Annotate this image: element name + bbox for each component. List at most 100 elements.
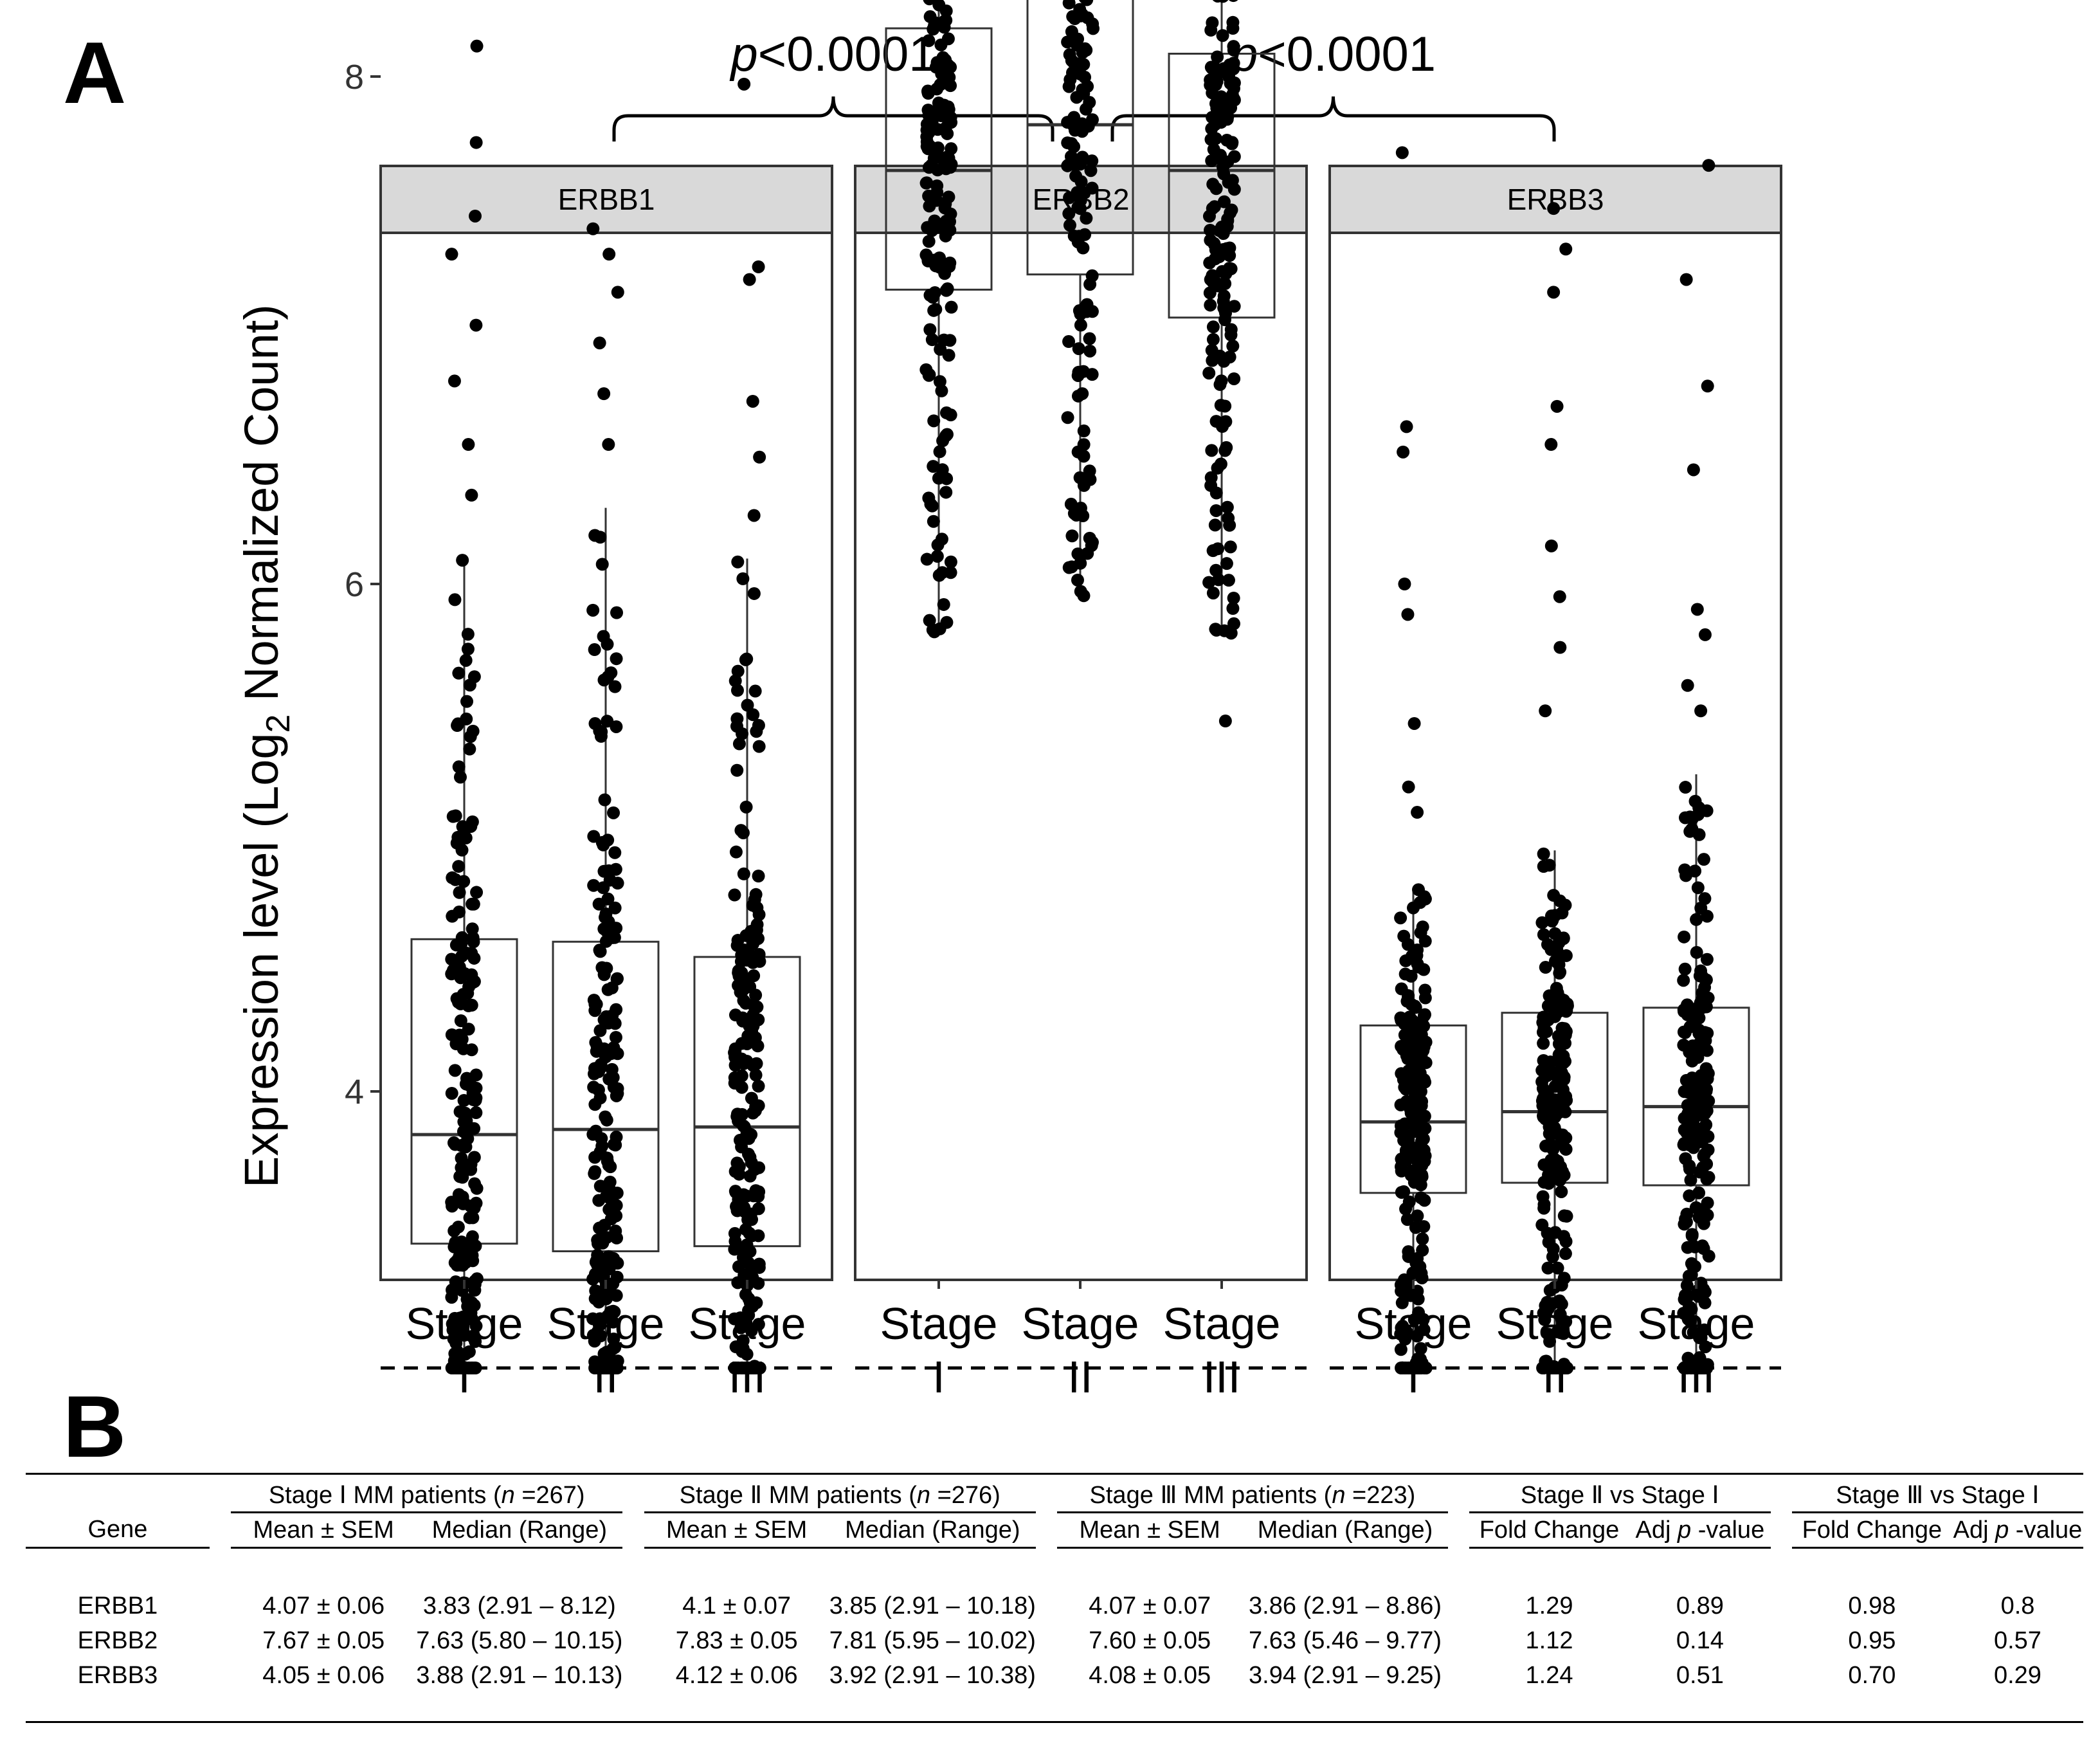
data-point [1691,881,1705,895]
box-erbb3-stage-i [1359,146,1467,1375]
data-point [1224,323,1238,336]
data-point [1541,1261,1555,1275]
data-point [1081,80,1094,93]
data-point [1209,182,1223,196]
data-point [934,343,947,356]
data-point [1216,29,1229,42]
x-tick-label-numeral: III [729,1352,766,1402]
data-point [1220,113,1234,126]
data-point [1559,1315,1572,1329]
data-point [942,190,955,204]
data-point [1412,1353,1426,1366]
data-point [743,273,756,286]
data-point [1400,1326,1413,1339]
data-point [449,958,462,971]
data-point [453,1170,467,1183]
data-point [449,938,463,952]
jitter-points [1394,146,1433,1375]
data-point [1395,1361,1409,1374]
data-point [1678,962,1692,976]
data-point [1208,200,1221,214]
data-point [920,176,934,190]
data-point [1418,991,1432,1005]
data-point [1206,354,1219,367]
data-point [1215,374,1228,388]
data-point [609,1030,622,1044]
x-tick-label: Stage [1496,1299,1614,1349]
data-point [589,1255,602,1269]
data-point [747,587,761,600]
data-point [747,1189,760,1203]
data-point [1537,1053,1550,1067]
data-point [1699,1062,1713,1075]
data-point [1545,915,1559,928]
data-point [920,552,934,566]
data-point [459,653,473,667]
cell-gene: ERBB1 [77,1592,158,1619]
data-point [1208,68,1222,82]
data-point [752,718,765,732]
data-point [602,438,615,451]
data-point [462,999,475,1012]
data-point [1395,1296,1409,1309]
data-point [588,717,602,731]
data-point [1220,441,1233,454]
data-point [1228,0,1238,3]
data-point [607,1252,620,1265]
data-point [1227,372,1241,385]
data-point [1078,42,1092,55]
data-point [1402,780,1415,794]
data-point [736,572,750,585]
table-group-header-row: Stage Ⅰ MM patients (n =267) Stage Ⅱ MM … [26,1478,2083,1513]
data-point [736,1334,750,1347]
data-point [610,1130,623,1144]
cell-s2-median: 3.92 (2.91 – 10.38) [829,1661,1036,1689]
data-point [467,1122,481,1135]
data-point [930,186,944,199]
data-point [1398,1080,1411,1094]
data-point [1062,207,1076,221]
facet-erbb2: ERBB2StageIStageIIStageIII [854,0,1308,1402]
data-point [452,760,466,774]
significance-brackets: p<0.0001 p<0.0001 [612,27,1556,141]
data-point [467,1093,480,1106]
data-point [1697,1242,1710,1255]
data-point [1204,233,1217,247]
table-row: ERBB3 4.05 ± 0.06 3.88 (2.91 – 10.13) 4.… [26,1658,2083,1693]
data-point [1216,95,1229,108]
data-point [1071,573,1084,587]
x-tick-label-numeral: III [1203,1352,1240,1402]
data-point [470,1272,484,1286]
panel-b-label: B [63,1378,127,1475]
data-point [455,843,469,857]
data-point [739,979,753,992]
data-point [1395,1039,1408,1053]
data-point [736,1362,749,1375]
data-point [1559,1235,1573,1248]
data-point [1691,1284,1705,1297]
cell-c2-fc: 0.95 [1848,1627,1896,1654]
data-point [592,1083,605,1097]
data-point [588,1167,601,1180]
data-point [939,150,953,164]
data-point [740,652,754,666]
data-point [1395,1014,1408,1027]
cell-c1-p: 0.14 [1676,1627,1724,1654]
data-point [944,566,957,579]
x-tick-label: Stage [1638,1299,1755,1349]
box-erbb1-stage-i [410,39,518,1375]
data-point [457,1158,471,1171]
data-point [1220,557,1233,570]
data-point [923,0,936,6]
cell-c2-fc: 0.70 [1848,1661,1896,1689]
data-point [739,996,752,1010]
data-point [1701,1072,1714,1086]
data-point [1418,1149,1432,1163]
s3-median-header: Median (Range) [1242,1512,1448,1549]
data-point [1546,1297,1559,1310]
data-point [922,34,936,48]
data-point [610,1231,624,1244]
facet-strip [1328,165,1782,234]
data-point [470,39,484,53]
data-point [461,628,475,641]
